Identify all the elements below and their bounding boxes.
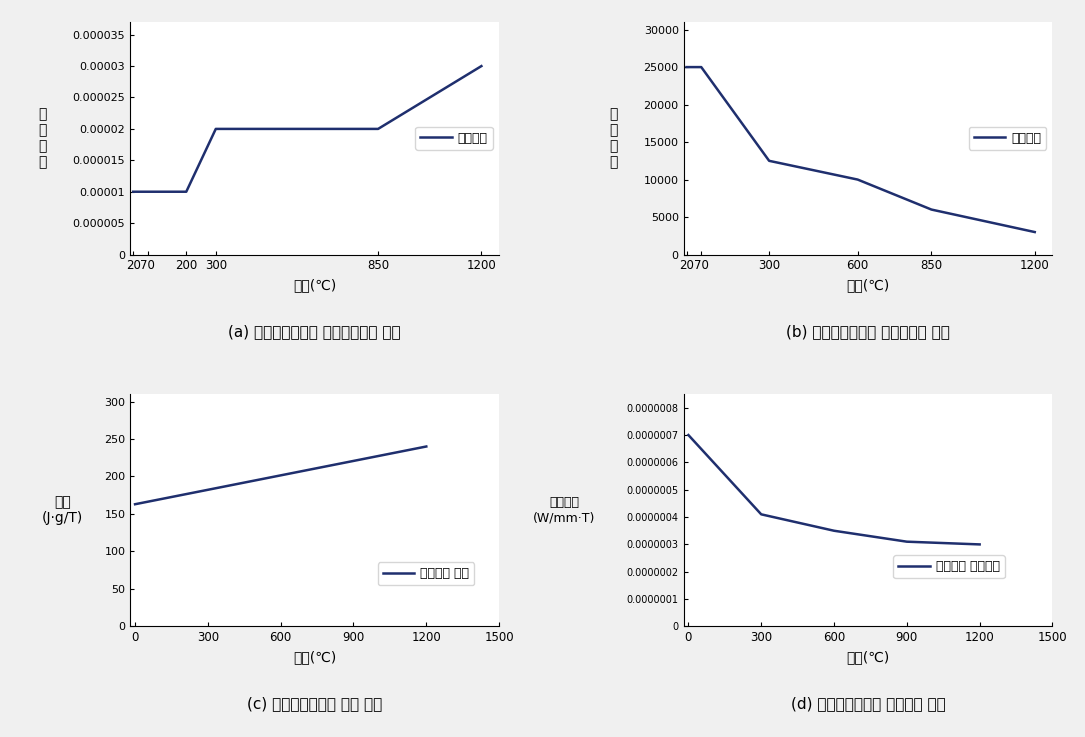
X-axis label: 온도(℃): 온도(℃): [846, 278, 890, 292]
Legend: 팝샰계수: 팝샰계수: [416, 127, 493, 150]
X-axis label: 온도(℃): 온도(℃): [846, 650, 890, 664]
Text: (a) 콘크리트에서의 열팝샰계수의 변화: (a) 콘크리트에서의 열팝샰계수의 변화: [228, 324, 401, 339]
Y-axis label: 팝
샰
계
수: 팝 샰 계 수: [38, 107, 47, 170]
Text: (b) 콘크리트에서의 탄성계수의 변화: (b) 콘크리트에서의 탄성계수의 변화: [786, 324, 950, 339]
Legend: 탄성계수: 탄성계수: [969, 127, 1046, 150]
Y-axis label: 비열
(J·g/T): 비열 (J·g/T): [42, 495, 84, 525]
Legend: 콘크리트 비열: 콘크리트 비열: [378, 562, 474, 585]
Y-axis label: 탄
성
계
수: 탄 성 계 수: [609, 107, 617, 170]
X-axis label: 온도(℃): 온도(℃): [293, 650, 336, 664]
Legend: 콘크리트 열전도도: 콘크리트 열전도도: [893, 556, 1005, 579]
X-axis label: 온도(℃): 온도(℃): [293, 278, 336, 292]
Y-axis label: 열전도도
(W/mm·T): 열전도도 (W/mm·T): [533, 496, 596, 524]
Text: (c) 콘크리트에서의 비열 변화: (c) 콘크리트에서의 비열 변화: [247, 696, 382, 711]
Text: (d) 콘크리트에서의 열전도도 변화: (d) 콘크리트에서의 열전도도 변화: [791, 696, 945, 711]
